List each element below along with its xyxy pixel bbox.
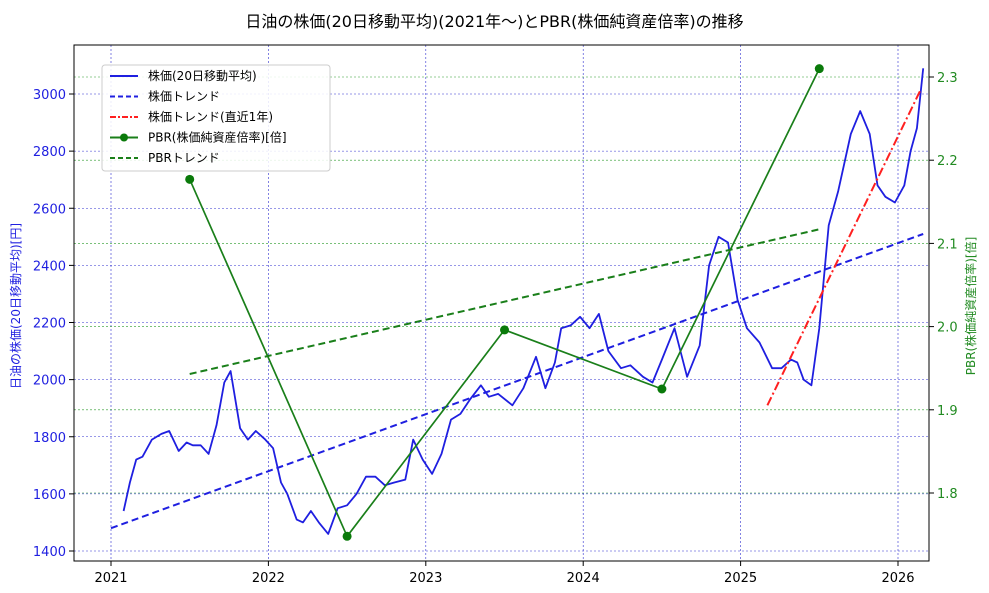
legend-label-0: 株価(20日移動平均) — [148, 68, 257, 83]
legend-label-3: PBR(株価純資産倍率)[倍] — [148, 130, 287, 145]
y-left-tick-label: 3000 — [33, 88, 66, 103]
y-right-tick-label: 1.9 — [937, 404, 958, 419]
legend-label-2: 株価トレンド(直近1年) — [148, 109, 273, 124]
y-left-tick-label: 2400 — [33, 259, 66, 274]
y-left-tick-label: 1800 — [33, 431, 66, 446]
series-line-4 — [189, 228, 820, 375]
plot-frame — [73, 44, 930, 562]
pbr-marker — [500, 325, 509, 335]
x-tick-label: 2021 — [94, 571, 127, 586]
x-tick-label: 2023 — [409, 571, 442, 586]
x-tick-label: 2026 — [881, 571, 914, 586]
pbr-marker — [657, 384, 667, 394]
y-left-tick-label: 1600 — [33, 488, 66, 503]
y-axis-left-label: 日油の株価(20日移動平均)[円] — [8, 223, 23, 389]
y-left-tick-label: 2800 — [33, 145, 66, 160]
pbr-marker — [342, 531, 352, 541]
series-line-0 — [122, 68, 925, 535]
y-right-tick-label: 2.0 — [937, 321, 958, 336]
y-left-tick-label: 2200 — [33, 317, 66, 332]
y-right-tick-label: 2.1 — [937, 237, 958, 252]
pbr-marker — [814, 64, 824, 74]
data-series — [110, 64, 925, 541]
grid-lines — [74, 45, 929, 561]
y-right-tick-label: 2.3 — [937, 71, 958, 86]
y-left-tick-label: 2000 — [33, 374, 66, 389]
pbr-marker — [185, 174, 195, 184]
y-right-tick-label: 2.2 — [937, 154, 958, 169]
x-tick-label: 2025 — [724, 571, 757, 586]
legend-marker — [120, 133, 128, 142]
series-line-1 — [110, 233, 924, 530]
chart-title: 日油の株価(20日移動平均)(2021年〜)とPBR(株価純資産倍率)の推移 — [245, 12, 744, 31]
y-axis-right-label: PBR(株価純資産倍率)[倍] — [963, 237, 978, 376]
x-tick-label: 2024 — [567, 571, 600, 586]
legend-label-1: 株価トレンド — [148, 89, 220, 104]
legend-label-4: PBRトレンド — [148, 151, 220, 165]
y-left-tick-label: 1400 — [33, 545, 66, 560]
series-line-2 — [766, 90, 921, 406]
y-right-tick-label: 1.8 — [937, 487, 958, 502]
x-tick-label: 2022 — [252, 571, 285, 586]
axis-ticks: 2021 2022 2023 2024 2025 2026 1400 1600 1800 2000… — [33, 71, 958, 586]
y-left-tick-label: 2600 — [33, 202, 66, 217]
legend-box — [101, 64, 331, 172]
